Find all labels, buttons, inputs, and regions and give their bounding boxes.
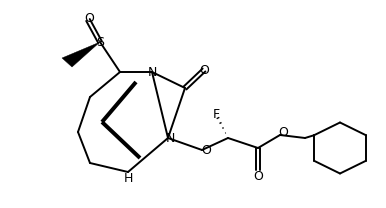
- Text: F: F: [212, 108, 220, 120]
- Text: H: H: [123, 172, 133, 185]
- Polygon shape: [100, 81, 137, 123]
- Text: N: N: [147, 66, 157, 78]
- Polygon shape: [101, 121, 141, 160]
- Text: N: N: [165, 131, 175, 145]
- Text: O: O: [201, 144, 211, 156]
- Polygon shape: [62, 42, 100, 67]
- Text: O: O: [199, 63, 209, 77]
- Text: O: O: [84, 11, 94, 25]
- Text: S: S: [96, 36, 104, 48]
- Text: O: O: [278, 125, 288, 139]
- Text: O: O: [253, 170, 263, 183]
